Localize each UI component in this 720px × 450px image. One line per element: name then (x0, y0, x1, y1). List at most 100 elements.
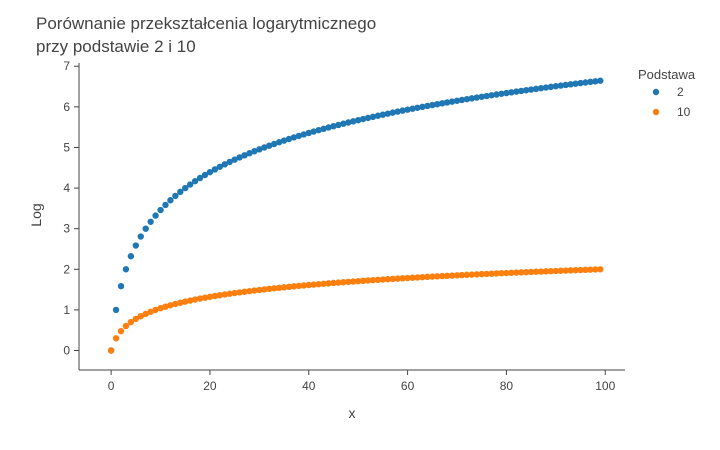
data-point-base-10 (394, 275, 401, 282)
data-point-base-2 (542, 84, 550, 91)
data-point-base-10 (280, 284, 288, 291)
data-point-base-10 (562, 267, 569, 274)
data-point-base-2 (498, 90, 505, 97)
data-point-base-10 (246, 287, 253, 295)
data-point-base-2 (177, 188, 184, 196)
data-point-base-2 (211, 166, 219, 173)
legend-label-10: 10 (677, 105, 691, 119)
data-point-base-10 (404, 274, 411, 282)
data-point-base-2 (182, 184, 189, 192)
x-axis-ticks: 0 20 40 60 80 100 (108, 370, 616, 393)
data-point-base-2 (354, 116, 362, 124)
data-point-base-2 (152, 212, 159, 219)
data-point-base-2 (221, 161, 228, 168)
data-point-base-2 (384, 110, 392, 117)
data-point-base-2 (389, 109, 396, 116)
data-point-base-2 (172, 192, 179, 200)
data-point-base-10 (513, 269, 520, 276)
data-point-base-2 (434, 100, 441, 108)
data-point-base-2 (142, 225, 149, 232)
data-point-base-10 (508, 269, 515, 276)
legend-marker-10 (652, 108, 660, 116)
data-point-base-10 (162, 303, 169, 310)
data-point-base-2 (557, 82, 564, 89)
data-point-base-2 (359, 115, 367, 123)
data-point-base-2 (369, 113, 377, 121)
data-point-base-10 (577, 266, 584, 274)
data-point-base-10 (285, 283, 293, 291)
data-point-base-2 (429, 101, 436, 109)
data-point-base-10 (241, 288, 248, 295)
data-point-base-2 (587, 78, 594, 86)
data-point-base-2 (364, 114, 372, 122)
data-point-base-2 (251, 148, 258, 155)
data-point-base-2 (122, 266, 130, 273)
data-point-base-10 (443, 272, 451, 280)
data-point-base-10 (142, 310, 149, 318)
data-point-base-10 (364, 277, 372, 284)
legend[interactable]: Podstawa 2 10 (638, 67, 696, 119)
data-point-base-10 (572, 266, 579, 274)
data-point-base-10 (147, 308, 154, 315)
data-point-base-10 (132, 315, 140, 323)
data-point-base-2 (320, 125, 327, 133)
data-point-base-2 (290, 134, 298, 141)
chart-title-line-2: przy podstawie 2 i 10 (36, 37, 196, 56)
data-point-base-10 (152, 306, 159, 314)
data-point-base-2 (443, 99, 451, 106)
data-point-base-10 (503, 269, 510, 277)
data-point-base-2 (127, 253, 135, 260)
data-point-base-10 (374, 276, 382, 284)
data-point-base-10 (275, 284, 283, 292)
data-point-base-2 (350, 118, 357, 125)
data-point-base-10 (261, 286, 268, 293)
data-point-base-2 (522, 87, 530, 94)
data-point-base-2 (532, 85, 540, 93)
x-tick-label: 0 (108, 379, 115, 393)
data-point-base-2 (562, 81, 569, 89)
data-point-base-10 (231, 289, 238, 297)
data-point-base-2 (117, 282, 125, 290)
data-point-base-10 (270, 285, 278, 292)
data-point-base-2 (216, 163, 224, 170)
data-point-base-10 (419, 273, 426, 281)
data-point-base-10 (340, 279, 347, 286)
data-point-base-10 (216, 291, 224, 299)
data-point-base-2 (241, 152, 248, 159)
data-point-base-10 (315, 280, 322, 288)
data-point-base-2 (167, 197, 174, 204)
data-point-base-2 (597, 77, 604, 84)
data-point-base-2 (419, 103, 426, 111)
data-point-base-10 (488, 270, 495, 277)
data-point-base-2 (137, 233, 144, 240)
data-point-base-2 (572, 80, 579, 87)
y-tick-label: 4 (63, 181, 70, 195)
data-points (107, 77, 604, 354)
data-point-base-10 (463, 271, 471, 279)
data-point-base-10 (196, 295, 204, 302)
data-point-base-10 (266, 285, 273, 293)
x-tick-label: 40 (302, 379, 316, 393)
legend-item-10[interactable]: 10 (652, 105, 691, 119)
legend-item-2[interactable]: 2 (652, 85, 684, 99)
data-point-base-10 (389, 275, 396, 283)
data-point-base-10 (256, 286, 263, 294)
data-point-base-10 (236, 289, 243, 296)
data-point-base-10 (522, 268, 530, 276)
data-point-base-10 (409, 274, 416, 281)
legend-title: Podstawa (638, 67, 696, 82)
data-point-base-10 (414, 274, 421, 281)
data-point-base-2 (478, 93, 485, 100)
data-point-base-2 (300, 131, 308, 138)
data-point-base-2 (537, 85, 545, 92)
data-point-base-2 (201, 171, 209, 179)
data-point-base-2 (438, 100, 446, 107)
data-point-base-2 (473, 94, 480, 101)
data-point-base-10 (592, 266, 599, 273)
data-point-base-2 (112, 306, 120, 314)
data-point-base-10 (369, 276, 377, 284)
data-point-base-10 (167, 302, 174, 309)
data-point-base-10 (172, 300, 179, 308)
data-point-base-2 (305, 129, 312, 137)
y-tick-label: 1 (63, 303, 70, 317)
